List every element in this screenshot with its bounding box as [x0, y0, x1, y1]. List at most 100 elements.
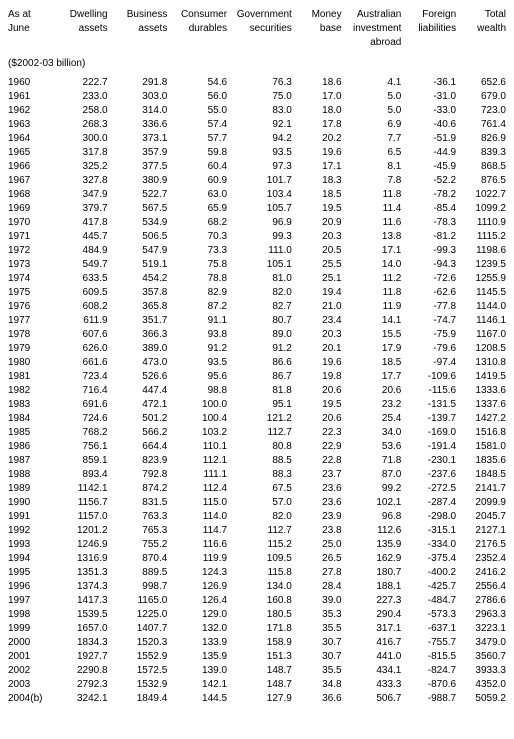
- value-cell: 473.0: [108, 356, 168, 370]
- value-cell: 5.0: [342, 104, 402, 118]
- value-cell: -99.3: [401, 244, 456, 258]
- value-cell: 1849.4: [108, 692, 168, 706]
- year-cell: 1970: [8, 216, 48, 230]
- value-cell: 11.9: [342, 300, 402, 314]
- value-cell: 65.9: [167, 202, 227, 216]
- value-cell: 3242.1: [48, 692, 108, 706]
- value-cell: 121.2: [227, 412, 292, 426]
- value-cell: 6.5: [342, 146, 402, 160]
- value-cell: 13.8: [342, 230, 402, 244]
- value-cell: 129.0: [167, 608, 227, 622]
- value-cell: 19.6: [292, 356, 342, 370]
- value-cell: 82.7: [227, 300, 292, 314]
- value-cell: -637.1: [401, 622, 456, 636]
- value-cell: 522.7: [108, 188, 168, 202]
- header-line: Consumer: [181, 9, 227, 20]
- value-cell: 188.1: [342, 580, 402, 594]
- wealth-table: As atJuneDwellingassetsBusinessassetsCon…: [8, 8, 506, 706]
- value-cell: -74.7: [401, 314, 456, 328]
- value-cell: 17.1: [342, 244, 402, 258]
- value-cell: 549.7: [48, 258, 108, 272]
- value-cell: 1532.9: [108, 678, 168, 692]
- value-cell: 519.1: [108, 258, 168, 272]
- value-cell: 534.9: [108, 216, 168, 230]
- value-cell: -315.1: [401, 524, 456, 538]
- year-cell: 1967: [8, 174, 48, 188]
- value-cell: 88.3: [227, 468, 292, 482]
- year-cell: 1972: [8, 244, 48, 258]
- value-cell: 4352.0: [456, 678, 506, 692]
- header-line: assets: [138, 23, 167, 34]
- value-cell: 20.6: [292, 384, 342, 398]
- value-cell: 8.1: [342, 160, 402, 174]
- year-cell: 1961: [8, 90, 48, 104]
- value-cell: 180.5: [227, 608, 292, 622]
- header-line: wealth: [477, 23, 506, 34]
- value-cell: 1516.8: [456, 426, 506, 440]
- value-cell: 132.0: [167, 622, 227, 636]
- value-cell: 93.8: [167, 328, 227, 342]
- value-cell: 112.7: [227, 524, 292, 538]
- table-row: 19891142.1874.2112.467.523.699.2-272.521…: [8, 482, 506, 496]
- value-cell: 67.5: [227, 482, 292, 496]
- value-cell: 1246.9: [48, 538, 108, 552]
- column-header: Dwellingassets: [48, 8, 108, 54]
- value-cell: 87.2: [167, 300, 227, 314]
- value-cell: 433.3: [342, 678, 402, 692]
- value-cell: 18.6: [292, 76, 342, 90]
- value-cell: 526.6: [108, 370, 168, 384]
- value-cell: 291.8: [108, 76, 168, 90]
- table-row: 19951351.3889.5124.3115.827.8180.7-400.2…: [8, 566, 506, 580]
- value-cell: 1848.5: [456, 468, 506, 482]
- year-cell: 1969: [8, 202, 48, 216]
- year-cell: 1977: [8, 314, 48, 328]
- column-header: Businessassets: [108, 8, 168, 54]
- value-cell: 2045.7: [456, 510, 506, 524]
- value-cell: 100.4: [167, 412, 227, 426]
- value-cell: 2792.3: [48, 678, 108, 692]
- value-cell: 2352.4: [456, 552, 506, 566]
- value-cell: 1572.5: [108, 664, 168, 678]
- year-cell: 1983: [8, 398, 48, 412]
- table-row: 1984724.6501.2100.4121.220.625.4-139.714…: [8, 412, 506, 426]
- value-cell: 83.0: [227, 104, 292, 118]
- value-cell: 831.5: [108, 496, 168, 510]
- value-cell: 151.3: [227, 650, 292, 664]
- value-cell: 18.5: [292, 188, 342, 202]
- value-cell: 94.2: [227, 132, 292, 146]
- value-cell: 11.6: [342, 216, 402, 230]
- value-cell: 7.7: [342, 132, 402, 146]
- value-cell: 893.4: [48, 468, 108, 482]
- table-row: 1965317.8357.959.893.519.66.5-44.9839.3: [8, 146, 506, 160]
- header-line: abroad: [370, 37, 401, 48]
- value-cell: -484.7: [401, 594, 456, 608]
- column-header: Foreignliabilities: [401, 8, 456, 54]
- value-cell: 22.3: [292, 426, 342, 440]
- table-row: 19901156.7831.5115.057.023.6102.1-287.42…: [8, 496, 506, 510]
- value-cell: 1208.5: [456, 342, 506, 356]
- value-cell: 445.7: [48, 230, 108, 244]
- value-cell: 86.6: [227, 356, 292, 370]
- value-cell: 87.0: [342, 468, 402, 482]
- year-cell: 1989: [8, 482, 48, 496]
- value-cell: 96.8: [342, 510, 402, 524]
- year-cell: 1988: [8, 468, 48, 482]
- value-cell: 19.4: [292, 286, 342, 300]
- value-cell: 1225.0: [108, 608, 168, 622]
- value-cell: 133.9: [167, 636, 227, 650]
- value-cell: 139.0: [167, 664, 227, 678]
- value-cell: 389.0: [108, 342, 168, 356]
- year-cell: 1968: [8, 188, 48, 202]
- value-cell: 336.6: [108, 118, 168, 132]
- value-cell: -334.0: [401, 538, 456, 552]
- value-cell: 416.7: [342, 636, 402, 650]
- value-cell: 1407.7: [108, 622, 168, 636]
- value-cell: -988.7: [401, 692, 456, 706]
- value-cell: 763.3: [108, 510, 168, 524]
- value-cell: -44.9: [401, 146, 456, 160]
- value-cell: 91.2: [227, 342, 292, 356]
- value-cell: 11.8: [342, 188, 402, 202]
- table-row: 19961374.3998.7126.9134.028.4188.1-425.7…: [8, 580, 506, 594]
- table-row: 1986756.1664.4110.180.822.953.6-191.4158…: [8, 440, 506, 454]
- value-cell: 22.8: [292, 454, 342, 468]
